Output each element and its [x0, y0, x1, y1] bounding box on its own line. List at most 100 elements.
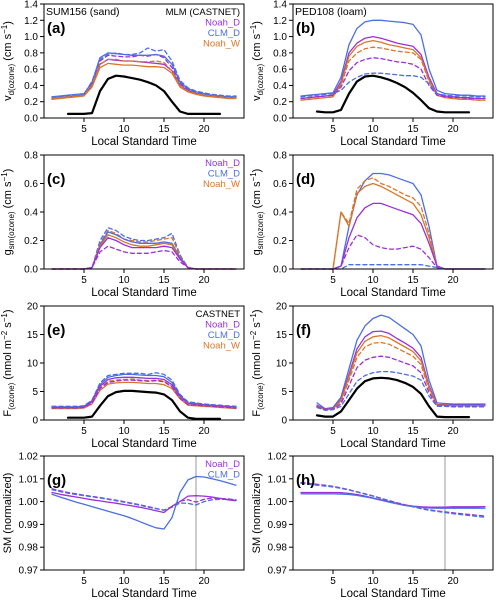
plot-frame: [292, 455, 494, 571]
plot-frame: [292, 154, 494, 270]
y-label-superscript: −1: [0, 172, 9, 182]
y-tick-label: 0.0: [273, 114, 287, 125]
y-label-unit-mid: s: [251, 322, 263, 331]
y-tick-label: 0.98: [268, 543, 288, 554]
series-line-noah-w-dashed: [316, 341, 486, 411]
series-line-noah-w-dashed: [300, 46, 486, 101]
y-tick-label: 1.00: [268, 497, 288, 508]
y-label-superscript: −1: [249, 172, 258, 182]
chart-panel-8: 5 10 15 20 0.97 0.98 0.99 1.00 1.01 1.02 Local Sta…: [251, 452, 494, 600]
x-tick-label: 20: [447, 275, 459, 286]
plot-frame: [292, 305, 494, 421]
y-tick-label: 0.99: [19, 520, 39, 531]
y-tick-label: 0.0: [24, 265, 38, 276]
x-axis-label: Local Standard Time: [340, 136, 445, 148]
legend-entry: Noah_D: [205, 158, 240, 169]
y-label-main: F: [2, 410, 14, 417]
legend-entry: CASTNET: [196, 309, 241, 320]
series-line-noah-d-dashed: [316, 355, 486, 411]
y-label-main: v: [251, 95, 263, 101]
y-label-main: g: [251, 249, 263, 255]
x-tick-label: 10: [367, 124, 379, 135]
x-tick-label: 5: [330, 275, 336, 286]
y-tick-label: 0.6: [273, 65, 287, 76]
legend-entry: Noah_W: [203, 39, 240, 50]
y-tick-label: 0.8: [24, 151, 38, 162]
series-line-clm-d-dashed: [51, 227, 237, 270]
panel-label: (f): [296, 322, 311, 339]
series-line-castnet: [315, 376, 471, 419]
y-tick-label: 1.2: [273, 16, 287, 27]
y-tick-label: 0.97: [268, 566, 288, 577]
y-tick-label: 0.4: [24, 81, 38, 92]
y-tick-label: 0.2: [24, 97, 38, 108]
legend-entry: Noah_W: [203, 341, 240, 352]
x-tick-label: 5: [330, 426, 336, 437]
y-tick-label: 0.6: [24, 179, 38, 190]
y-axis-label: gsm(ozone) (cm s−1): [249, 169, 265, 256]
series-line-noah-d-dashed: [300, 57, 486, 100]
chart-panel-1: 5 10 15 20 0.0 0.2 0.4 0.6 0.8 1.0 1.2 1.4 Local Sta…: [0, 0, 245, 148]
y-tick-label: 1.02: [268, 452, 288, 463]
y-label-close: ): [2, 309, 14, 313]
series-line-noah-d-dashed: [51, 379, 237, 409]
y-tick-label: 0.0: [24, 114, 38, 125]
x-tick-label: 20: [447, 124, 459, 135]
x-axis-label: Local Standard Time: [91, 588, 196, 600]
legend-entry: MLM (CASTNET): [166, 7, 240, 18]
y-label-close: ): [2, 169, 14, 173]
x-tick-label: 10: [367, 426, 379, 437]
y-axis-label: SM (normalized): [2, 473, 14, 554]
legend-entry: Noah_D: [205, 18, 240, 29]
y-label-subscript: (ozone): [256, 382, 265, 409]
x-tick-label: 15: [158, 576, 170, 587]
y-label-unit: (nmol m: [251, 340, 263, 383]
y-label-unit: (cm s: [251, 181, 263, 211]
legend-entry: CLM_D: [208, 330, 240, 341]
x-tick-label: 5: [330, 124, 336, 135]
y-tick-label: 15: [276, 330, 288, 341]
series-line-noah-w: [300, 182, 486, 270]
series-line-clm-d: [316, 314, 486, 410]
x-tick-label: 20: [198, 275, 210, 286]
x-tick-label: 15: [407, 275, 419, 286]
y-tick-label: 1.0: [24, 32, 38, 43]
y-label-main: SM (normalized): [2, 473, 14, 554]
y-label-main: F: [251, 410, 263, 417]
series-line-clm-d-dashed: [300, 72, 486, 98]
y-label-close: ): [251, 21, 263, 25]
y-tick-label: 0.0: [273, 265, 287, 276]
y-tick-label: 0.98: [19, 543, 39, 554]
y-label-unit: (cm s: [2, 181, 14, 211]
y-tick-label: 1.4: [273, 0, 287, 11]
chart-panel-3: 5 10 15 20 0.0 0.2 0.4 0.6 0.8 Local Standard Tim…: [0, 151, 245, 299]
series-line-clm-d: [300, 493, 486, 509]
series-line-noah-d-dashed: [51, 53, 237, 100]
y-label-subscript: sm(ozone): [7, 211, 16, 249]
panel-label: (e): [47, 322, 65, 339]
y-axis-label: F(ozone) (nmol m−2 s−1): [0, 309, 16, 416]
series-line-clm-d-dashed: [51, 47, 237, 99]
series-line-noah-d: [51, 58, 237, 100]
series-line-noah-d: [51, 491, 237, 514]
chart-panel-4: 5 10 15 20 0.0 0.2 0.4 0.6 0.8 Local Standard Tim…: [249, 151, 494, 299]
y-label-superscript: −1: [249, 24, 258, 34]
series-line-clm-d: [51, 373, 237, 408]
y-tick-label: 0.97: [19, 566, 39, 577]
y-label-unit: (nmol m: [2, 340, 14, 383]
series-line-mlm-castnet-: [315, 74, 471, 114]
panel-label: (a): [47, 20, 65, 37]
y-tick-label: 0.2: [24, 236, 38, 247]
x-tick-label: 10: [118, 576, 130, 587]
y-axis-label: vd(ozone) (cm s−1): [249, 21, 265, 101]
plot-frame: [43, 3, 245, 119]
y-tick-label: 0: [32, 416, 38, 427]
x-tick-label: 20: [198, 124, 210, 135]
x-tick-label: 20: [198, 426, 210, 437]
x-tick-label: 20: [198, 576, 210, 587]
y-axis-label: vd(ozone) (cm s−1): [0, 21, 16, 101]
panel-label: (d): [296, 171, 315, 188]
y-tick-label: 0.6: [273, 179, 287, 190]
y-label-superscript: −2: [0, 330, 9, 340]
